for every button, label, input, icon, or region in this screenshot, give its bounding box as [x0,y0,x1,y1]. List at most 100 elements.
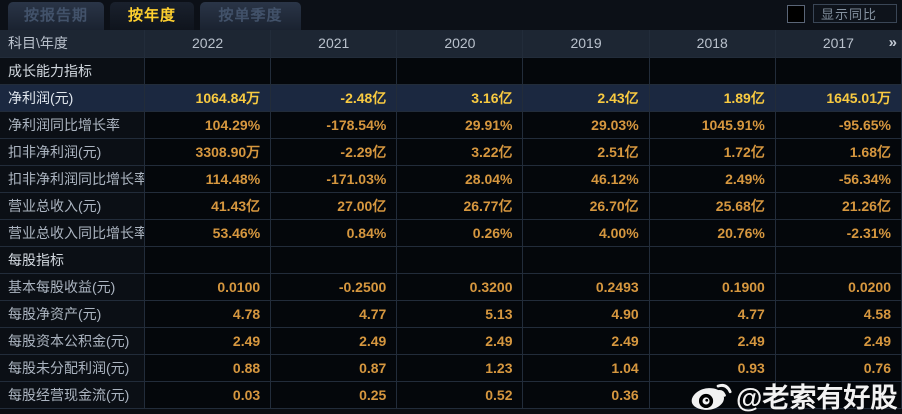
row-value-cell: 2.49 [271,328,398,355]
row-value-cell [649,247,776,274]
table-header-row: 科目\年度 2022 2021 2020 2019 2018 2017 » [0,30,902,58]
row-value-cell: 2.49 [397,328,524,355]
show-yoy-label[interactable]: 显示同比 [813,4,897,23]
table-row-data[interactable]: 每股资本公积金(元) 2.49 2.49 2.49 2.49 2.49 2.49 [0,328,902,355]
year-header-2020: 2020 [397,30,524,58]
row-value-cell: 0.0100 [145,274,272,301]
table-body: 成长能力指标 净利润(元) 1064.84万 -2.48亿 3.16亿 2.43亿 1.89… [0,58,902,409]
row-value-cell [523,247,650,274]
table-row-section[interactable]: 成长能力指标 [0,58,902,85]
row-value-cell: 1.89亿 [649,85,776,112]
table-row-section[interactable]: 每股指标 [0,247,902,274]
row-label: 净利润(元) [0,85,145,112]
row-value-cell: 26.77亿 [397,193,524,220]
row-value-cell: 25.68亿 [649,193,776,220]
row-value-cell: 1645.01万 [775,85,902,112]
year-header-2022: 2022 [145,30,272,58]
row-value-cell: 2.43亿 [523,85,650,112]
row-label: 每股净资产(元) [0,301,145,328]
row-value-cell: 0.93 [649,355,776,382]
row-label: 扣非净利润(元) [0,139,145,166]
year-header-2021: 2021 [271,30,398,58]
row-value-cell: 4.58 [775,301,902,328]
row-value-cell: -0.2500 [271,274,398,301]
row-value-cell: 0.52 [397,382,524,409]
table-row-data[interactable]: 扣非净利润同比增长率 114.48% -171.03% 28.04% 46.12% 2.4… [0,166,902,193]
row-value-cell: 1045.91% [649,112,776,139]
year-header-2018: 2018 [649,30,776,58]
show-yoy-checkbox[interactable] [787,5,805,23]
row-value-cell: 41.43亿 [145,193,272,220]
row-label: 每股资本公积金(元) [0,328,145,355]
row-value-cell: -171.03% [271,166,398,193]
row-value-cell [271,247,398,274]
row-value-cell: 27.00亿 [271,193,398,220]
row-value-cell: 2.49 [775,328,902,355]
row-value-cell [775,247,902,274]
row-value-cell: -178.54% [271,112,398,139]
row-label: 净利润同比增长率 [0,112,145,139]
row-value-cell: 1.72亿 [649,139,776,166]
row-value-cell: 1064.84万 [145,85,272,112]
row-value-cell: 1.68亿 [775,139,902,166]
row-value-cell: 29.91% [397,112,524,139]
row-value-cell: 0.0200 [775,274,902,301]
row-value-cell: 4.77 [271,301,398,328]
row-value-cell: 3308.90万 [145,139,272,166]
row-value-cell: 21.26亿 [775,193,902,220]
row-value-cell: 0.76 [775,355,902,382]
table-row-data[interactable]: 每股净资产(元) 4.78 4.77 5.13 4.90 4.77 4.58 [0,301,902,328]
row-value-cell [523,58,650,85]
tab-by-year[interactable]: 按年度 [110,2,194,30]
row-value-cell: 46.12% [523,166,650,193]
row-label: 营业总收入(元) [0,193,145,220]
table-row-data[interactable]: 扣非净利润(元) 3308.90万 -2.29亿 3.22亿 2.51亿 1.72亿 1.6… [0,139,902,166]
tab-by-report-period[interactable]: 按报告期 [8,2,104,30]
row-value-cell: 0.25 [271,382,398,409]
row-value-cell: 0.88 [145,355,272,382]
table-row-data[interactable]: 每股未分配利润(元) 0.88 0.87 1.23 1.04 0.93 0.76 [0,355,902,382]
row-value-cell: 3.22亿 [397,139,524,166]
corner-header-cell: 科目\年度 [0,30,145,58]
row-label: 每股未分配利润(元) [0,355,145,382]
row-value-cell: 53.46% [145,220,272,247]
row-value-cell: 26.70亿 [523,193,650,220]
row-value-cell: 0.26% [397,220,524,247]
row-value-cell: -95.65% [775,112,902,139]
row-value-cell [775,58,902,85]
row-value-cell: 2.49 [145,328,272,355]
row-value-cell [145,58,272,85]
row-value-cell: 4.00% [523,220,650,247]
row-value-cell: 114.48% [145,166,272,193]
row-value-cell: 0.3200 [397,274,524,301]
row-label: 营业总收入同比增长率 [0,220,145,247]
row-value-cell: -56.34% [775,166,902,193]
row-value-cell: 29.03% [523,112,650,139]
row-value-cell: 4.90 [523,301,650,328]
table-row-data[interactable]: 每股经营现金流(元) 0.03 0.25 0.52 0.36 [0,382,902,409]
tab-by-quarter[interactable]: 按单季度 [200,2,301,30]
table-row-data[interactable]: 净利润同比增长率 104.29% -178.54% 29.91% 29.03% 1045.… [0,112,902,139]
row-value-cell: 5.13 [397,301,524,328]
row-label: 基本每股收益(元) [0,274,145,301]
row-value-cell: 0.2493 [523,274,650,301]
row-value-cell [397,58,524,85]
row-value-cell: 28.04% [397,166,524,193]
table-row-data[interactable]: 营业总收入(元) 41.43亿 27.00亿 26.77亿 26.70亿 25.68亿 21… [0,193,902,220]
more-columns-icon[interactable]: » [888,34,897,51]
row-value-cell: 0.03 [145,382,272,409]
row-value-cell: 3.16亿 [397,85,524,112]
row-value-cell: -2.29亿 [271,139,398,166]
row-value-cell: 2.49% [649,166,776,193]
row-value-cell: 2.49 [649,328,776,355]
row-value-cell: 2.51亿 [523,139,650,166]
table-row-data[interactable]: 基本每股收益(元) 0.0100 -0.2500 0.3200 0.2493 0.1900… [0,274,902,301]
row-value-cell: -2.31% [775,220,902,247]
row-value-cell: 20.76% [649,220,776,247]
row-value-cell [145,247,272,274]
table-row-highlight[interactable]: 净利润(元) 1064.84万 -2.48亿 3.16亿 2.43亿 1.89亿 1645.… [0,85,902,112]
row-value-cell: 2.49 [523,328,650,355]
year-header-2017-label: 2017 [822,35,854,51]
table-row-data[interactable]: 营业总收入同比增长率 53.46% 0.84% 0.26% 4.00% 20.76% -2.… [0,220,902,247]
